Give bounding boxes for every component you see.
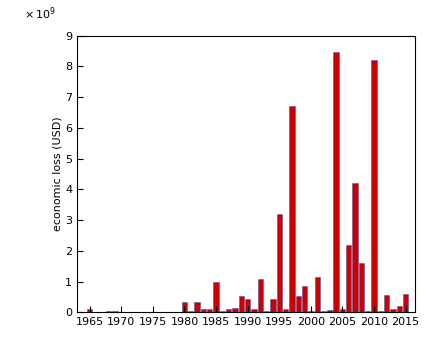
Text: $\times\,10^9$: $\times\,10^9$ bbox=[24, 5, 56, 22]
Bar bbox=[296, 296, 301, 312]
Bar bbox=[346, 245, 351, 312]
Bar bbox=[188, 311, 193, 312]
Bar bbox=[327, 310, 333, 312]
Bar bbox=[315, 277, 320, 312]
Bar bbox=[276, 214, 282, 312]
Bar bbox=[220, 311, 225, 312]
Bar bbox=[321, 311, 326, 312]
Bar bbox=[289, 106, 294, 312]
Bar bbox=[239, 296, 244, 312]
Y-axis label: economic loss (USD): economic loss (USD) bbox=[52, 117, 62, 231]
Bar bbox=[333, 53, 339, 312]
Bar bbox=[232, 308, 238, 312]
Bar bbox=[226, 309, 232, 312]
Bar bbox=[87, 309, 92, 312]
Bar bbox=[378, 311, 383, 312]
Bar bbox=[270, 299, 276, 312]
Bar bbox=[365, 311, 371, 312]
Bar bbox=[403, 294, 408, 312]
Bar bbox=[397, 306, 402, 312]
Bar bbox=[106, 311, 111, 312]
Bar bbox=[359, 263, 364, 312]
Bar bbox=[251, 309, 257, 312]
Bar bbox=[283, 309, 288, 312]
Bar bbox=[384, 295, 389, 312]
Bar bbox=[308, 311, 314, 312]
Bar bbox=[194, 302, 200, 312]
Bar bbox=[201, 309, 206, 312]
Bar bbox=[264, 311, 269, 312]
Bar bbox=[352, 183, 358, 312]
Bar bbox=[207, 309, 212, 312]
Bar bbox=[390, 309, 396, 312]
Bar bbox=[245, 299, 250, 312]
Bar bbox=[182, 302, 187, 312]
Bar bbox=[340, 309, 345, 312]
Bar bbox=[112, 311, 118, 312]
Bar bbox=[258, 279, 263, 312]
Bar bbox=[302, 286, 307, 312]
Bar bbox=[214, 282, 219, 312]
Bar bbox=[372, 60, 377, 312]
